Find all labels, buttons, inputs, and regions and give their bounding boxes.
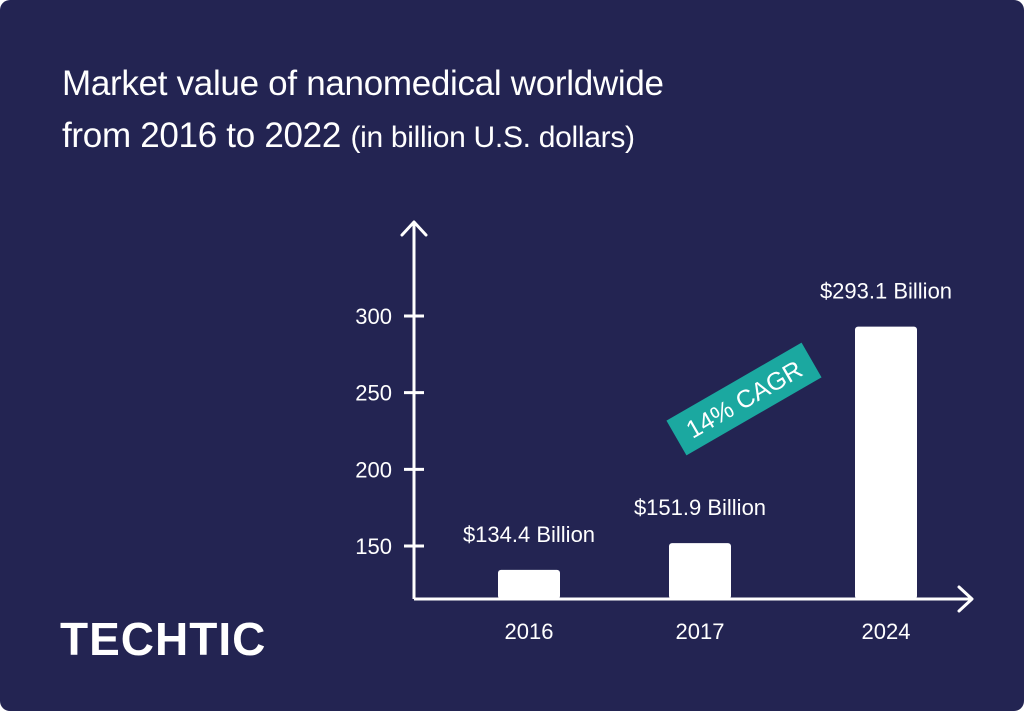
chart-title: Market value of nanomedical worldwide fr…: [62, 58, 962, 164]
data-label: $293.1 Billion: [820, 279, 952, 304]
bar: [855, 326, 917, 599]
cagr-badge: 14% CAGR: [666, 342, 822, 456]
y-tick-label: 200: [355, 457, 392, 482]
cagr-badge-background: [666, 342, 822, 456]
cagr-badge-group: 14% CAGR: [666, 342, 822, 456]
bar: [498, 569, 560, 599]
techtic-logo: TECHTIC: [60, 613, 267, 665]
x-axis-arrow: [957, 585, 974, 613]
title-line-1: Market value of nanomedical worldwide: [62, 64, 664, 103]
bar: [669, 543, 731, 599]
data-label: $134.4 Billion: [463, 522, 595, 547]
y-axis-arrow: [400, 220, 428, 237]
bars: [498, 326, 917, 599]
y-tick-label: 250: [355, 381, 392, 406]
y-ticks: 150 200 250 300: [355, 304, 424, 559]
title-unit: (in billion U.S. dollars): [350, 121, 635, 154]
data-label: $151.9 Billion: [634, 495, 766, 520]
x-tick-label: 2017: [676, 619, 725, 644]
cagr-annotation: 14% CAGR: [682, 355, 808, 444]
y-tick-label: 150: [355, 534, 392, 559]
title-line-2: from 2016 to 2022: [62, 116, 341, 155]
data-labels: $134.4 Billion $151.9 Billion $293.1 Billi…: [463, 279, 952, 547]
x-tick-label: 2024: [862, 619, 911, 644]
x-tick-label: 2016: [505, 619, 554, 644]
y-tick-label: 300: [355, 304, 392, 329]
x-tick-labels: 2016 2017 2024: [505, 619, 911, 644]
